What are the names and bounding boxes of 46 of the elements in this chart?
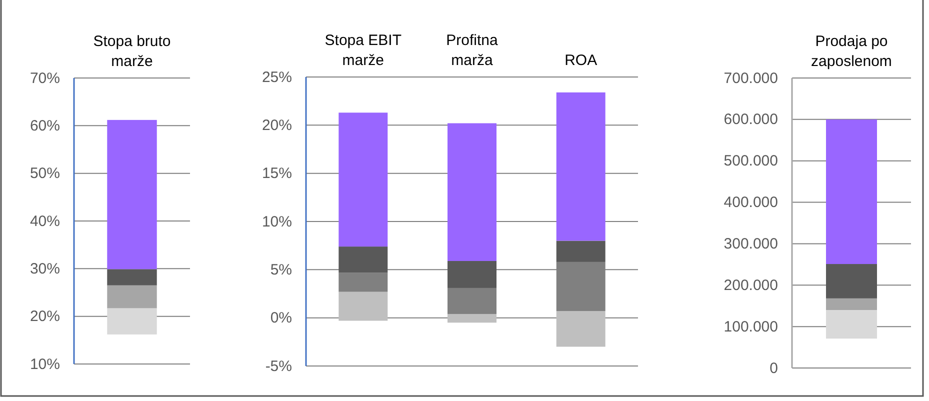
bar — [107, 120, 157, 270]
bar — [338, 112, 388, 247]
y-tick-label: 30% — [30, 260, 60, 278]
y-tick-label: 100.000 — [724, 318, 778, 336]
y-tick-label: 10% — [262, 213, 292, 230]
y-tick-label: 300.000 — [724, 236, 778, 253]
x-tick-label: Stopa bruto marže — [93, 33, 171, 70]
y-tick-label: 20% — [30, 308, 60, 326]
y-tick-label: 60% — [30, 117, 60, 134]
y-tick-label: 70% — [30, 70, 60, 87]
y-tick-label: 40% — [30, 212, 60, 230]
y-tick-label: 25% — [262, 68, 292, 86]
y-tick-label: 10% — [30, 356, 60, 373]
bar — [107, 308, 157, 334]
y-tick-label: 15% — [262, 165, 292, 182]
bar — [556, 240, 606, 262]
y-tick-label: 5% — [270, 261, 292, 278]
y-tick-label: 50% — [30, 165, 60, 182]
x-tick-label: Profitna marža — [446, 32, 498, 69]
bar — [107, 285, 157, 308]
bar — [338, 246, 388, 273]
bar — [338, 292, 388, 321]
bar — [448, 288, 496, 314]
bar — [448, 260, 496, 288]
y-tick-label: 500.000 — [724, 152, 778, 170]
bar — [826, 310, 877, 339]
bar — [826, 298, 877, 310]
bar — [448, 314, 496, 323]
y-tick-label: 0 — [770, 360, 778, 377]
bar — [338, 272, 388, 292]
bar — [826, 264, 877, 298]
y-tick-label: 400.000 — [724, 194, 778, 212]
bar — [556, 92, 606, 241]
bar — [556, 311, 606, 347]
bar — [107, 269, 157, 286]
y-tick-label: -5% — [265, 358, 292, 375]
x-tick-label: Prodaja po zaposlenom — [811, 33, 892, 70]
x-tick-label: ROA — [564, 52, 598, 69]
y-tick-label: 700.000 — [724, 70, 778, 87]
y-tick-label: 0% — [270, 310, 292, 327]
bar — [448, 123, 496, 261]
bar — [826, 119, 877, 264]
y-tick-label: 600.000 — [724, 111, 778, 128]
y-tick-label: 20% — [262, 116, 292, 134]
y-tick-label: 200.000 — [724, 276, 778, 294]
x-tick-label: Stopa EBIT marže — [324, 32, 402, 69]
